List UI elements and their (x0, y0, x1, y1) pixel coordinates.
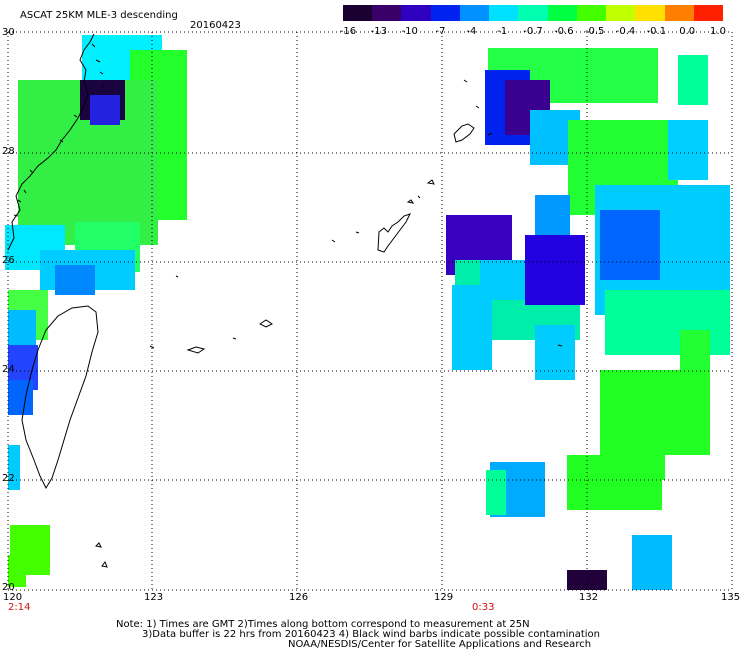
colorbar-tick-label: -7 (435, 26, 446, 37)
colorbar-tick-label: 1.0 (710, 26, 726, 37)
china-coast (7, 33, 95, 251)
colorbar-segment (547, 5, 578, 21)
colorbar-segment (576, 5, 607, 21)
colorbar-tick-label: -13 (370, 26, 387, 37)
lon-label-120: 120 (3, 592, 23, 603)
lon-label-126: 126 (289, 592, 309, 603)
colorbar-segment (343, 5, 373, 21)
lat-label-24: 24 (2, 364, 15, 375)
colorbar-tick-label: -0.7 (523, 26, 543, 37)
colorbar-segment (518, 5, 549, 21)
time-label-left: 2:14 (8, 602, 31, 613)
colorbar-segment (693, 5, 724, 21)
colorbar-segment (606, 5, 636, 21)
colorbar-tick-label: -0.5 (584, 26, 605, 37)
colorbar-segment (372, 5, 402, 21)
lon-label-132: 132 (579, 592, 599, 603)
colorbar-tick-label: -1 (497, 26, 508, 37)
colorbar-segment (489, 5, 519, 21)
colorbar-tick-label: -0.6 (554, 26, 574, 37)
colorbar-segment (635, 5, 666, 21)
ryukyu-islands (377, 213, 411, 253)
colorbar-segment (430, 5, 461, 21)
time-label-right: 0:33 (472, 602, 495, 613)
colorbar-tick-label: -4 (466, 26, 477, 37)
small-islands (94, 79, 563, 568)
colorbar-tick-label: -0.1 (646, 26, 667, 37)
lon-label-123: 123 (144, 592, 164, 603)
lat-label-30: 30 (2, 27, 15, 38)
note-line-3: NOAA/NESDIS/Center for Satellite Applica… (288, 639, 592, 650)
product-title: ASCAT 25KM MLE-3 descending (20, 10, 178, 21)
lon-label-129: 129 (434, 592, 454, 603)
lon-label-135: 135 (721, 592, 740, 603)
note-line-2: 3)Data buffer is 22 hrs from 20160423 4)… (142, 629, 600, 640)
coastlines (7, 33, 563, 568)
amami-island (453, 123, 475, 143)
colorbar-tick-label: -10 (401, 26, 418, 37)
lat-label-26: 26 (2, 255, 15, 266)
china-coast-islands (13, 43, 106, 217)
note-line-1: Note: 1) Times are GMT 2)Times along bot… (116, 619, 530, 630)
swath-data-left (5, 35, 187, 587)
lat-label-22: 22 (2, 473, 15, 484)
colorbar-segment (459, 5, 490, 21)
lat-lon-grid (7, 31, 733, 591)
colorbar-tick-label: 0.0 (679, 26, 696, 37)
taiwan-coast (21, 305, 99, 490)
product-date: 20160423 (190, 20, 241, 31)
colorbar-tick-label: -16 (339, 26, 357, 37)
colorbar: -16 -13 -10 -7 -4 -1 -0.7 -0.6 -0.5 -0.4 -0.1 0.0 1.… (339, 0, 726, 40)
lat-label-20: 20 (2, 582, 15, 593)
colorbar-segment (664, 5, 695, 21)
colorbar-tick-label: -0.4 (615, 26, 636, 37)
lat-label-28: 28 (2, 146, 15, 157)
colorbar-segment (401, 5, 432, 21)
swath-data-right (446, 48, 730, 590)
